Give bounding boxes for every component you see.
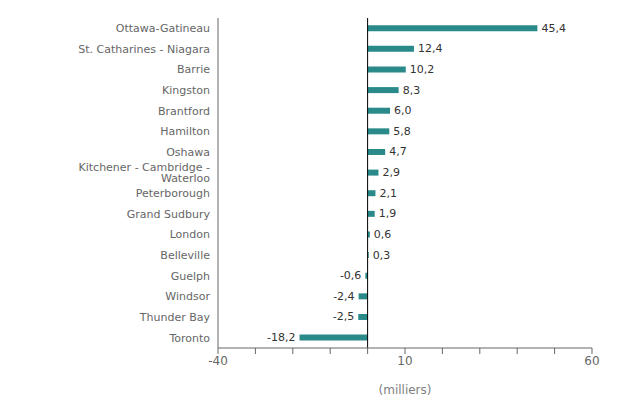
svg-text:Thunder Bay: Thunder Bay [139,311,211,324]
svg-text:Ottawa-Gatineau: Ottawa-Gatineau [116,22,210,35]
svg-text:Windsor: Windsor [165,290,210,303]
svg-text:-0,6: -0,6 [340,269,361,282]
svg-text:Hamilton: Hamilton [160,125,210,138]
svg-text:2,9: 2,9 [382,166,400,179]
svg-text:Peterborough: Peterborough [136,187,210,200]
svg-text:60: 60 [584,354,599,368]
svg-text:0,3: 0,3 [373,249,391,262]
svg-text:Kingston: Kingston [162,84,210,97]
svg-text:-2,5: -2,5 [333,310,354,323]
svg-text:Barrie: Barrie [177,63,210,76]
svg-text:10: 10 [397,354,412,368]
svg-text:1,9: 1,9 [379,207,397,220]
svg-text:45,4: 45,4 [541,22,566,35]
svg-text:5,8: 5,8 [393,125,411,138]
svg-text:Grand Sudbury: Grand Sudbury [127,208,211,221]
svg-text:6,0: 6,0 [394,104,412,117]
svg-text:Guelph: Guelph [171,270,210,283]
svg-text:(milliers): (milliers) [379,383,432,397]
svg-text:St. Catharines - Niagara: St. Catharines - Niagara [78,43,210,56]
svg-text:-40: -40 [208,354,228,368]
svg-text:2,1: 2,1 [379,187,397,200]
svg-text:Brantford: Brantford [158,105,210,118]
svg-text:Toronto: Toronto [168,332,210,345]
svg-text:-18,2: -18,2 [267,331,295,344]
svg-text:10,2: 10,2 [410,63,435,76]
svg-text:Belleville: Belleville [160,249,210,262]
svg-text:Kitchener - Cambridge -Waterlo: Kitchener - Cambridge -Waterloo [79,161,211,185]
svg-text:-2,4: -2,4 [333,290,354,303]
svg-text:Oshawa: Oshawa [166,146,210,159]
svg-text:4,7: 4,7 [389,145,407,158]
svg-text:0,6: 0,6 [374,228,392,241]
svg-text:London: London [170,228,210,241]
svg-text:12,4: 12,4 [418,42,443,55]
svg-text:8,3: 8,3 [403,84,421,97]
